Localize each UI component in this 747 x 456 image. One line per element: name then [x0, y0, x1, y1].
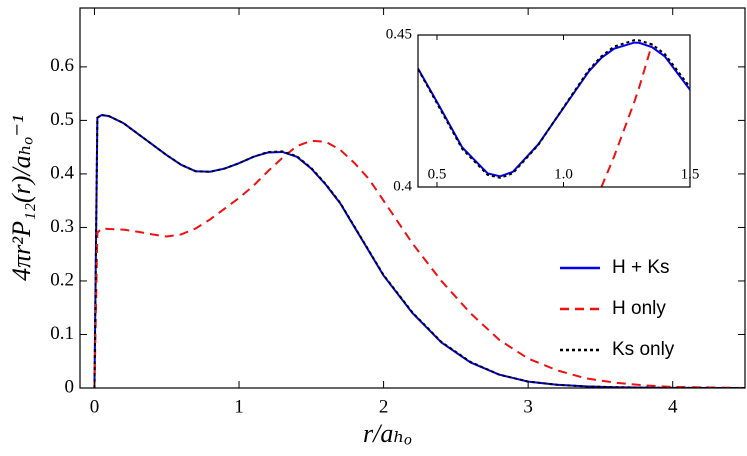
- x-tick-label: 3: [523, 396, 533, 417]
- y-tick-label: 0.2: [50, 269, 74, 290]
- x-tick-label: 4: [668, 396, 678, 417]
- x-axis-label: r/aₕₒ: [363, 419, 412, 448]
- inset-background: [418, 35, 690, 187]
- data-line: [600, 43, 654, 187]
- x-tick-label: 1: [234, 396, 244, 417]
- y-tick-label: 0.3: [50, 216, 74, 237]
- y-tick-label: 0.45: [386, 26, 412, 42]
- main-chart: 0 1 2 3 4 0 0.1 0.2 0.3 0.4 0.5 0.6 r/aₕₒ 4πr²P₁₂(r)/…: [7, 7, 746, 448]
- legend-label: H only: [612, 298, 666, 319]
- data-line: [93, 113, 745, 388]
- data-line: [418, 39, 690, 179]
- plot-frame: [417, 34, 691, 188]
- plot-frame: [79, 7, 746, 389]
- legend-label: Ks only: [612, 339, 675, 360]
- data-line: [93, 139, 745, 388]
- x-tick-label: 0.5: [428, 166, 447, 182]
- inset-chart: 0.5 1.0 1.5 0.4 0.45: [386, 26, 700, 194]
- y-tick-label: 0.1: [50, 323, 74, 344]
- x-tick-label: 1.5: [681, 166, 700, 182]
- y-tick-label: 0.6: [50, 55, 74, 76]
- y-axis-label: 4πr²P₁₂(r)/aₕₒ⁻¹: [7, 115, 36, 281]
- x-tick-label: 1.0: [554, 166, 573, 182]
- y-tick-label: 0.4: [50, 162, 74, 183]
- y-tick-label: 0: [65, 376, 75, 397]
- y-tick-label: 0.5: [50, 109, 74, 130]
- x-tick-label: 0: [90, 396, 100, 417]
- y-tick-label: 0.4: [393, 178, 412, 194]
- x-tick-label: 2: [379, 396, 389, 417]
- legend-label: H + Ks: [612, 257, 670, 278]
